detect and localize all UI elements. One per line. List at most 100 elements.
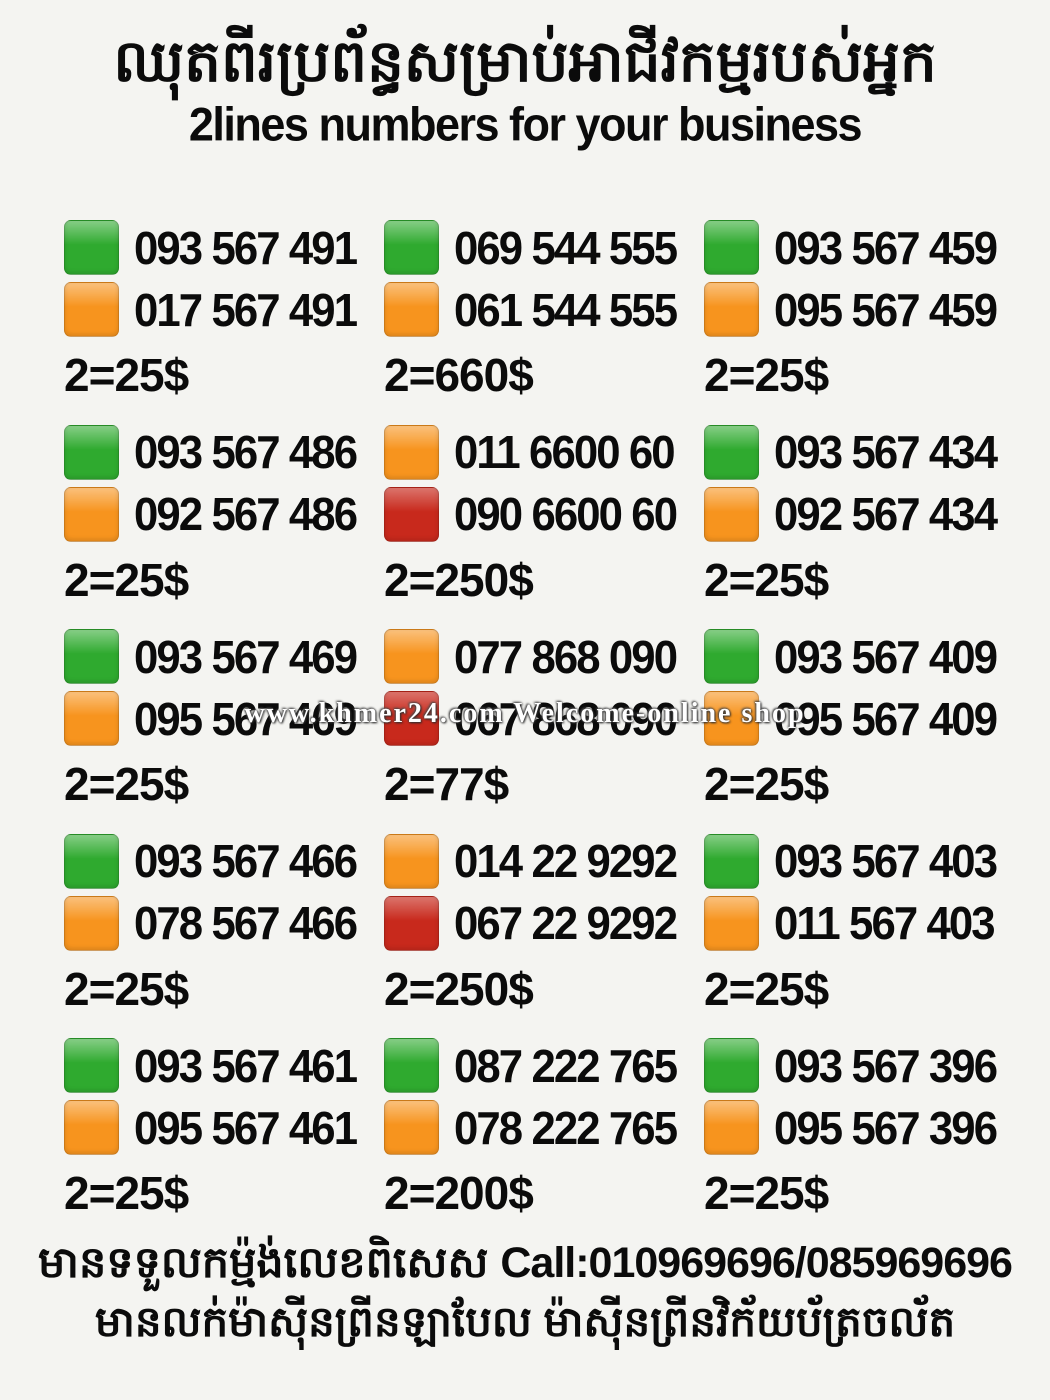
number-line: 069 544 555 [384,218,704,277]
carrier-color-swatch-icon [384,1100,439,1155]
carrier-color-swatch-icon [704,486,759,542]
number-line: 092 567 434 [704,485,1024,544]
price-label: 2=660$ [384,349,534,401]
carrier-color-swatch-icon [704,424,759,480]
phone-number: 093 567 409 [774,630,998,683]
footer-khmer-order-text: មានទទួលកម្ម៉ង់លេខពិសេស [38,1239,489,1287]
number-line: 061 544 555 [384,280,704,339]
number-line: 011 6600 60 [384,423,704,482]
number-line: 093 567 469 [64,627,384,686]
number-line: 093 567 491 [64,218,384,277]
number-line: 093 567 403 [704,832,1024,891]
listing-cell: 069 544 555 061 544 555 2=660$ [384,218,704,423]
listings-grid: 093 567 491 017 567 491 2=25$ 069 544 55… [64,218,1024,1241]
number-line: 078 567 466 [64,894,384,953]
carrier-color-swatch-icon [384,486,439,542]
number-line: 095 567 461 [64,1098,384,1157]
listing-cell: 093 567 434 092 567 434 2=25$ [704,423,1024,628]
phone-number: 087 222 765 [454,1039,678,1092]
number-lines: 093 567 469 095 567 469 [64,627,384,748]
number-line: 095 567 469 [64,689,384,748]
number-line: 093 567 486 [64,423,384,482]
carrier-color-swatch-icon [704,1100,759,1155]
carrier-color-swatch-icon [704,833,759,889]
price-label: 2=25$ [64,349,189,401]
phone-number: 095 567 396 [774,1101,998,1154]
number-line: 078 222 765 [384,1098,704,1157]
number-line: 014 22 9292 [384,832,704,891]
footer-call-numbers: Call:010969696/085969696 [500,1239,1013,1287]
number-lines: 093 567 434 092 567 434 [704,423,1024,544]
phone-number: 078 222 765 [454,1101,678,1154]
number-line: 092 567 486 [64,485,384,544]
price-label: 2=250$ [384,553,534,606]
listing-cell: 093 567 469 095 567 469 2=25$ [64,627,384,832]
number-line: 093 567 396 [704,1036,1024,1095]
phone-number: 093 567 461 [134,1039,358,1092]
carrier-color-swatch-icon [704,895,759,951]
listing-cell: 014 22 9292 067 22 9292 2=250$ [384,832,704,1037]
number-line: 017 567 491 [64,280,384,339]
price-label: 2=25$ [704,1167,829,1219]
number-line: 095 567 396 [704,1098,1024,1157]
number-lines: 093 567 486 092 567 486 [64,423,384,544]
carrier-color-swatch-icon [64,486,119,542]
price-label: 2=25$ [64,758,189,810]
price-label: 2=25$ [64,553,189,606]
listing-cell: 077 868 090 067 868 090 2=77$ [384,627,704,832]
footer-order-line: មានទទួលកម្ម៉ង់លេខពិសេស Call:010969696/08… [0,1232,1050,1294]
number-line: 090 6600 60 [384,485,704,544]
phone-number: 095 567 469 [134,692,358,745]
number-lines: 093 567 491 017 567 491 [64,218,384,339]
carrier-color-swatch-icon [64,424,119,480]
phone-number: 095 567 409 [774,692,998,745]
phone-number: 095 567 459 [774,283,998,336]
carrier-color-swatch-icon [384,220,439,275]
page-subtitle-english: 2lines numbers for your business [188,97,863,151]
phone-number: 017 567 491 [134,283,358,336]
phone-number: 093 567 486 [134,426,358,478]
price-label: 2=25$ [704,962,829,1015]
number-lines: 093 567 396 095 567 396 [704,1036,1024,1157]
carrier-color-swatch-icon [704,220,759,275]
carrier-color-swatch-icon [704,282,759,337]
carrier-color-swatch-icon [64,1100,119,1155]
number-line: 093 567 459 [704,218,1024,277]
phone-number: 093 567 459 [774,221,998,274]
phone-number: 011 6600 60 [454,426,676,478]
price-label: 2=25$ [704,553,829,606]
phone-number: 061 544 555 [454,283,678,336]
phone-number: 093 567 469 [134,630,358,683]
listing-cell: 011 6600 60 090 6600 60 2=250$ [384,423,704,628]
number-lines: 069 544 555 061 544 555 [384,218,704,339]
carrier-color-swatch-icon [384,691,439,746]
number-lines: 093 567 461 095 567 461 [64,1036,384,1157]
phone-number: 067 22 9292 [454,897,678,949]
phone-number: 092 567 434 [774,488,998,540]
listing-cell: 093 567 403 011 567 403 2=25$ [704,832,1024,1037]
carrier-color-swatch-icon [384,424,439,480]
footer: មានទទួលកម្ម៉ង់លេខពិសេស Call:010969696/08… [0,1232,1050,1351]
price-label: 2=25$ [64,962,189,1015]
number-lines: 093 567 459 095 567 459 [704,218,1024,339]
phone-number: 092 567 486 [134,488,358,540]
listing-cell: 093 567 409 095 567 409 2=25$ [704,627,1024,832]
number-line: 067 22 9292 [384,894,704,953]
price-label: 2=200$ [384,1167,534,1219]
number-line: 095 567 459 [704,280,1024,339]
listing-cell: 093 567 461 095 567 461 2=25$ [64,1036,384,1241]
price-label: 2=25$ [64,1167,189,1219]
phone-number: 093 567 466 [134,835,358,887]
phone-number: 067 868 090 [454,692,678,745]
number-line: 093 567 466 [64,832,384,891]
number-line: 087 222 765 [384,1036,704,1095]
price-label: 2=25$ [704,349,829,401]
listing-cell: 093 567 459 095 567 459 2=25$ [704,218,1024,423]
number-line: 067 868 090 [384,689,704,748]
carrier-color-swatch-icon [64,1038,119,1093]
carrier-color-swatch-icon [64,833,119,889]
price-label: 2=77$ [384,758,509,810]
phone-number: 011 567 403 [774,897,996,949]
price-label: 2=250$ [384,962,534,1015]
number-lines: 077 868 090 067 868 090 [384,627,704,748]
